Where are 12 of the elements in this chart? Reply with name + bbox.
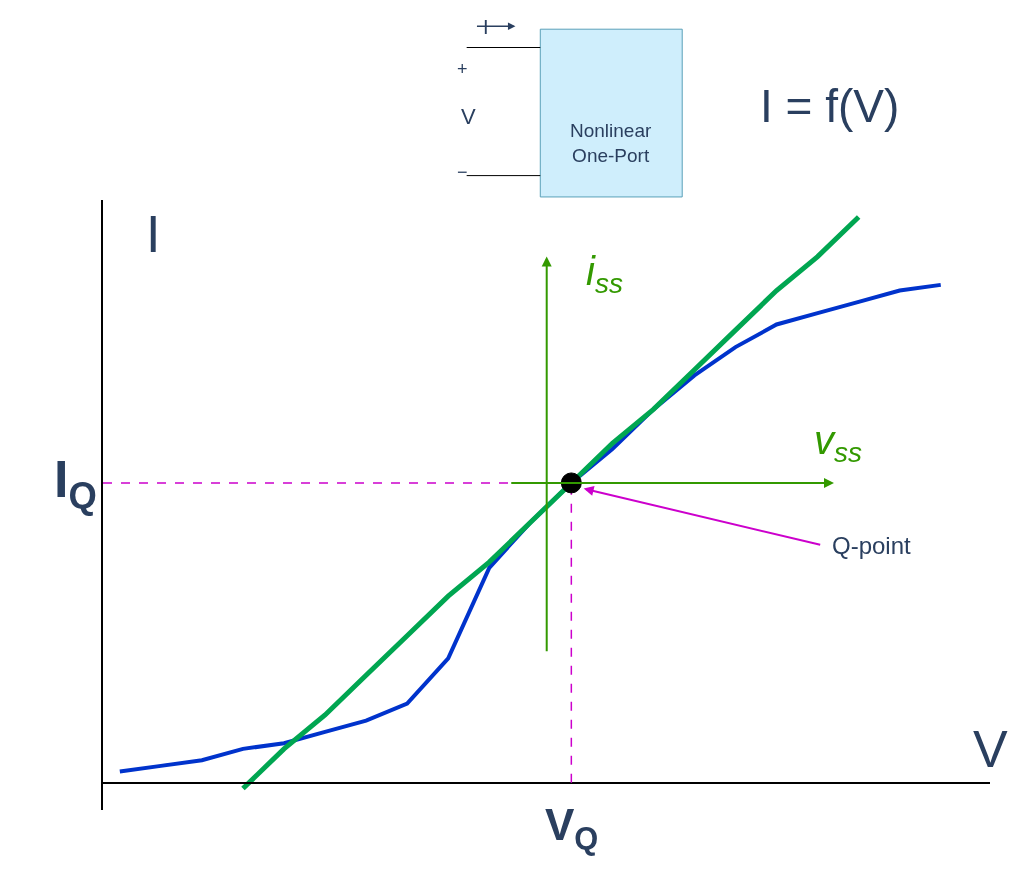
x-axis-title: V: [973, 720, 1008, 778]
text: V$_{Q}$: [545, 800, 599, 857]
text: V: [461, 104, 476, 129]
text: Nonlinear One-Port: [570, 120, 652, 166]
annotation: i$_{ss}$: [586, 249, 623, 300]
annotation: Q-point: [832, 532, 912, 559]
text: −: [457, 162, 468, 182]
annotation: v$_{ss}$: [814, 418, 862, 469]
text: +: [457, 59, 468, 79]
ref-line-label: I$_{Q}$: [54, 450, 97, 516]
y-axis-title: I: [146, 205, 161, 263]
text: I = f(V): [760, 80, 900, 132]
